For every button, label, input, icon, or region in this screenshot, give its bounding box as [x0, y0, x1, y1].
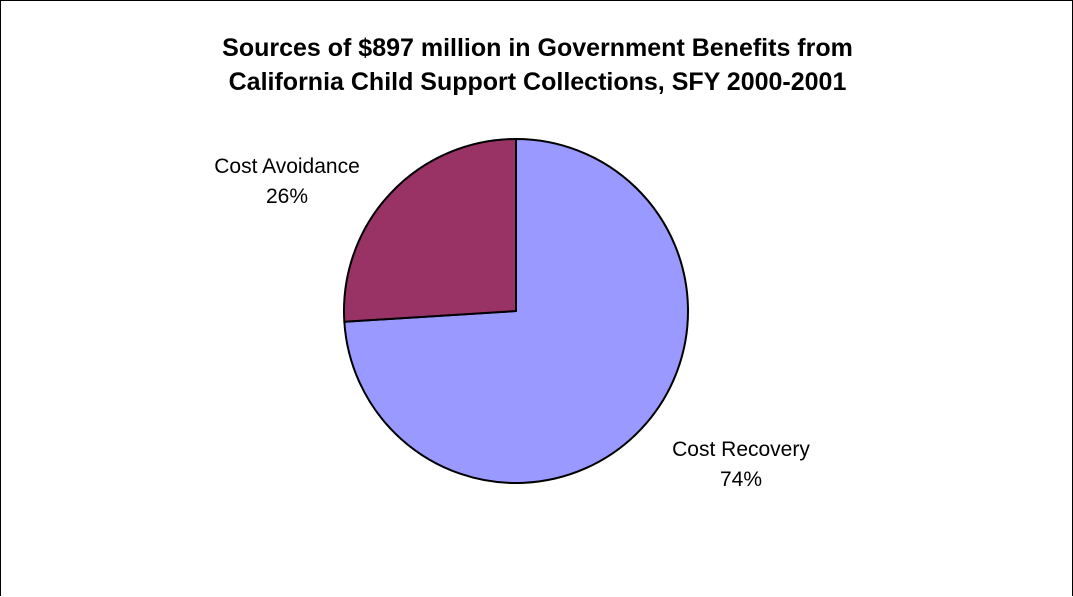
chart-title: Sources of $897 million in Government Be…	[1, 31, 1073, 99]
slice-label-cost-avoidance-percent: 26%	[265, 185, 309, 208]
slice-label-cost-avoidance: Cost Avoidance 26%	[157, 152, 417, 212]
slice-label-cost-avoidance-name: Cost Avoidance	[214, 155, 360, 178]
slice-label-cost-recovery-name: Cost Recovery	[672, 438, 810, 461]
chart-title-line-2: California Child Support Collections, SF…	[228, 68, 847, 96]
slice-label-cost-recovery: Cost Recovery 74%	[611, 435, 871, 495]
slice-label-cost-recovery-percent: 74%	[719, 468, 763, 491]
pie-slice-cost-avoidance	[343, 138, 517, 323]
chart-title-line-1: Sources of $897 million in Government Be…	[222, 34, 853, 62]
